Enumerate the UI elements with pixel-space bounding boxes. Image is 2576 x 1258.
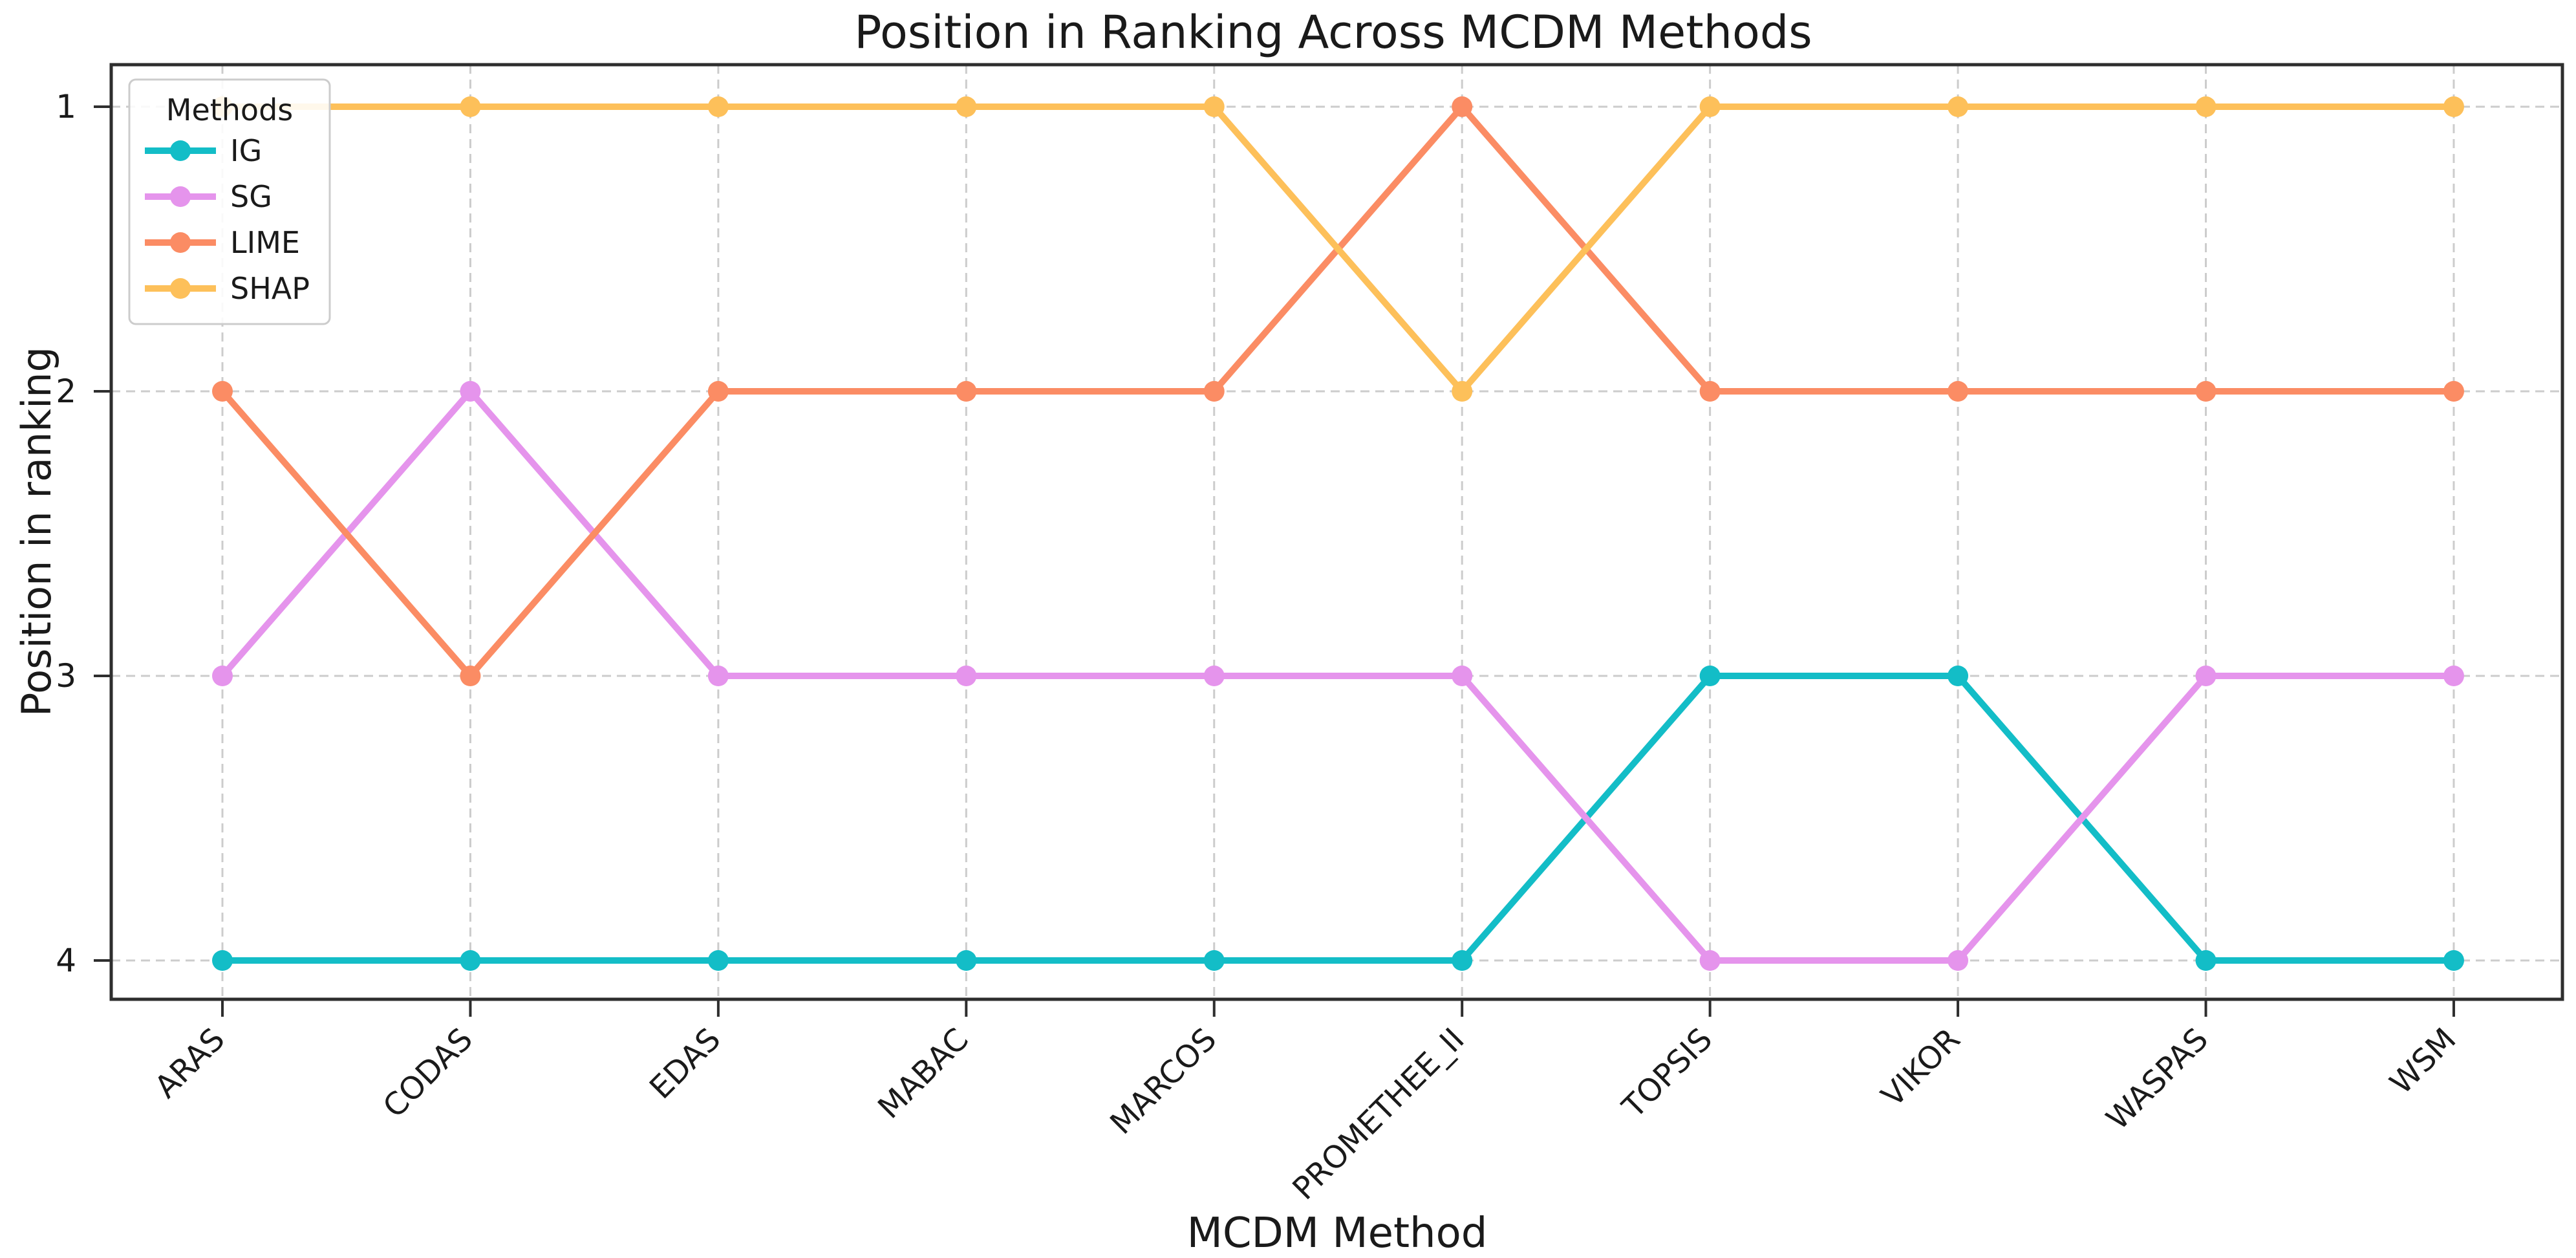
data-point-SG-TOPSIS <box>1699 950 1721 971</box>
x-tick-label: WASPAS <box>2099 1021 2215 1137</box>
x-tick-label: CODAS <box>376 1021 480 1125</box>
x-tick-label: ARAS <box>148 1021 232 1105</box>
legend: Methods IG SG LIME SHAP <box>128 78 331 325</box>
data-point-SHAP-WSM <box>2443 96 2464 117</box>
data-point-IG-EDAS <box>707 950 729 971</box>
legend-marker-icon <box>170 140 191 161</box>
legend-item-label: IG <box>230 133 262 168</box>
legend-marker-icon <box>170 186 191 207</box>
data-point-LIME-EDAS <box>707 381 729 402</box>
series-line-SHAP <box>219 103 2457 395</box>
data-point-SHAP-PROMETHEE_II <box>1452 381 1473 402</box>
data-point-SG-MABAC <box>956 666 977 686</box>
data-point-IG-CODAS <box>460 950 481 971</box>
data-point-IG-VIKOR <box>1948 666 1969 686</box>
data-point-SHAP-MABAC <box>956 96 977 117</box>
data-point-SG-CODAS <box>460 381 481 402</box>
x-tick-label: EDAS <box>643 1021 727 1106</box>
data-point-LIME-WASPAS <box>2195 381 2216 402</box>
data-point-SG-WSM <box>2443 666 2464 686</box>
data-point-LIME-ARAS <box>212 381 233 402</box>
series-layer <box>212 96 2464 971</box>
data-point-SHAP-TOPSIS <box>1699 96 1721 117</box>
legend-item-LIME: LIME <box>145 225 300 260</box>
x-tick-label: MARCOS <box>1103 1021 1223 1142</box>
data-point-IG-WASPAS <box>2195 950 2216 971</box>
x-tick-label: MABAC <box>871 1021 976 1126</box>
x-axis-label: MCDM Method <box>1187 1209 1488 1257</box>
data-point-LIME-CODAS <box>460 666 481 686</box>
series-line-IG <box>219 673 2457 964</box>
data-point-LIME-MARCOS <box>1203 381 1225 402</box>
data-point-LIME-WSM <box>2443 381 2464 402</box>
data-point-SG-WASPAS <box>2195 666 2216 686</box>
data-point-LIME-VIKOR <box>1948 381 1969 402</box>
legend-item-SHAP: SHAP <box>145 271 310 306</box>
y-tick-label: 4 <box>56 942 76 979</box>
data-point-SG-EDAS <box>707 666 729 686</box>
data-point-IG-MARCOS <box>1203 950 1225 971</box>
legend-item-IG: IG <box>145 133 262 168</box>
data-point-LIME-TOPSIS <box>1699 381 1721 402</box>
legend-title: Methods <box>166 92 294 127</box>
data-point-IG-WSM <box>2443 950 2464 971</box>
plot-frame <box>109 63 2564 1001</box>
data-point-SG-PROMETHEE_II <box>1452 666 1473 686</box>
data-point-LIME-PROMETHEE_II <box>1452 96 1473 117</box>
data-point-IG-PROMETHEE_II <box>1452 950 1473 971</box>
data-point-SG-VIKOR <box>1948 950 1969 971</box>
grid-layer <box>111 65 2562 999</box>
y-tick-label: 1 <box>56 88 76 125</box>
data-point-SHAP-MARCOS <box>1203 96 1225 117</box>
data-point-LIME-MABAC <box>956 381 977 402</box>
data-point-IG-MABAC <box>956 950 977 971</box>
data-point-SG-MARCOS <box>1203 666 1225 686</box>
x-tick-label: TOPSIS <box>1615 1021 1719 1125</box>
legend-marker-icon <box>170 278 191 299</box>
x-tick-label: VIKOR <box>1874 1021 1968 1114</box>
y-tick-label: 2 <box>56 373 76 410</box>
data-point-IG-TOPSIS <box>1699 666 1721 686</box>
legend-item-label: SG <box>230 179 272 214</box>
data-point-SHAP-EDAS <box>707 96 729 117</box>
legend-item-label: SHAP <box>230 271 310 306</box>
y-tick-label: 3 <box>56 657 76 695</box>
data-point-SG-ARAS <box>212 666 233 686</box>
data-point-SHAP-WASPAS <box>2195 96 2216 117</box>
legend-item-SG: SG <box>145 179 272 214</box>
x-tick-label: PROMETHEE_II <box>1285 1021 1471 1207</box>
y-axis-label: Position in ranking <box>13 347 60 717</box>
x-tick-label: WSM <box>2383 1021 2463 1101</box>
legend-marker-icon <box>170 232 191 253</box>
data-point-IG-ARAS <box>212 950 233 971</box>
chart-title: Position in Ranking Across MCDM Methods <box>854 6 1812 59</box>
data-point-SHAP-CODAS <box>460 96 481 117</box>
data-point-SHAP-VIKOR <box>1948 96 1969 117</box>
legend-item-label: LIME <box>230 225 300 260</box>
